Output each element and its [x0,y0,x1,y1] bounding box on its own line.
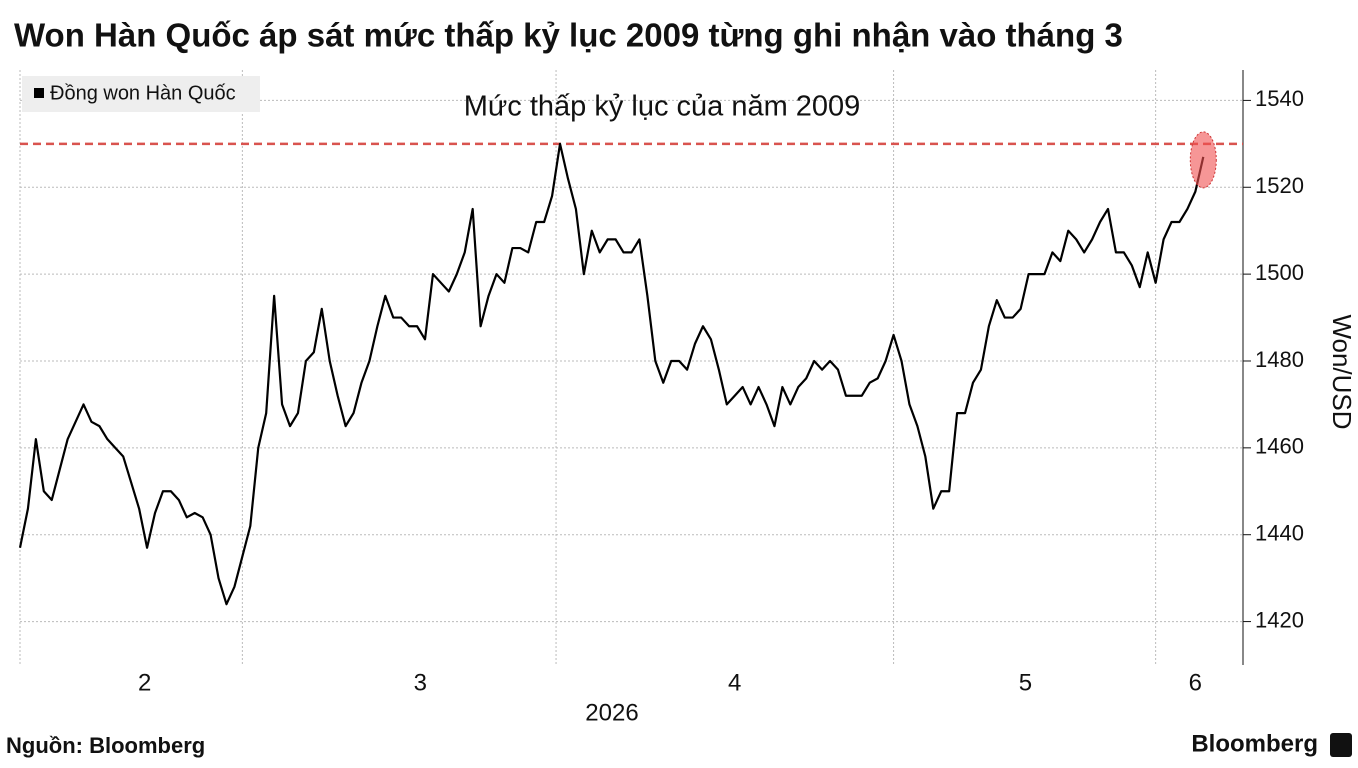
chart-title: Won Hàn Quốc áp sát mức thấp kỷ lục 2009… [14,17,1123,54]
line [18,142,1205,606]
x-tick-label: 2 [138,669,151,696]
x-axis-label: 2026 [585,699,638,726]
x-tick-label: 3 [414,669,427,696]
x-tick-label: 6 [1189,669,1202,696]
x-tick-label: 5 [1019,669,1032,696]
y-tick-label: 1440 [1255,521,1304,546]
highlight [1189,131,1217,189]
y-axis-label: Won/USD [1327,314,1357,429]
y-tick-label: 1460 [1255,434,1304,459]
reference-label: Mức thấp kỷ lục của năm 2009 [464,91,861,123]
brand: Bloomberg [1191,730,1318,757]
brand-icon [1330,733,1352,757]
legend-label: Đồng won Hàn Quốc [50,82,236,104]
y-tick-label: 1480 [1255,347,1304,372]
legend-box [22,76,260,112]
y-tick-label: 1520 [1255,173,1304,198]
y-tick-label: 1420 [1255,607,1304,632]
y-tick-label: 1540 [1255,86,1304,111]
source: Nguồn: Bloomberg [6,733,205,758]
x-tick-label: 4 [728,669,741,696]
legend-swatch [34,88,44,98]
y-tick-label: 1500 [1255,260,1304,285]
